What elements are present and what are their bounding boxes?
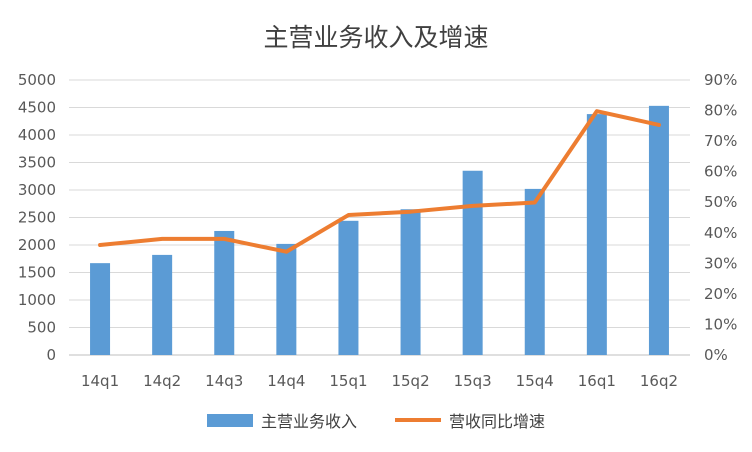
left-tick-label: 0 (46, 346, 56, 364)
left-tick-label: 2500 (18, 209, 56, 227)
bar (648, 105, 669, 355)
right-tick-label: 70% (704, 132, 737, 150)
left-tick-label: 500 (27, 319, 56, 337)
bar (338, 220, 359, 355)
left-tick-label: 5000 (18, 71, 56, 89)
left-tick-label: 3500 (18, 154, 56, 172)
x-tick-label: 14q3 (205, 372, 243, 390)
bar (152, 254, 173, 355)
legend-item-growth: 营收同比增速 (395, 408, 545, 432)
right-tick-label: 90% (704, 71, 737, 89)
bar (214, 230, 235, 355)
left-tick-label: 2000 (18, 236, 56, 254)
x-tick-label: 14q1 (81, 372, 119, 390)
left-tick-label: 3000 (18, 181, 56, 199)
left-tick-label: 4000 (18, 126, 56, 144)
bar (462, 170, 483, 355)
bar (586, 114, 607, 355)
right-tick-label: 10% (704, 315, 737, 333)
right-tick-label: 40% (704, 224, 737, 242)
x-tick-label: 15q1 (329, 372, 367, 390)
bar (276, 243, 297, 355)
legend-swatch-line (395, 418, 441, 422)
bar (400, 209, 421, 355)
x-tick-label: 15q2 (391, 372, 429, 390)
x-tick-label: 14q4 (267, 372, 305, 390)
x-tick-label: 15q4 (516, 372, 554, 390)
legend-swatch-bar (206, 413, 253, 427)
left-tick-label: 4500 (18, 99, 56, 117)
legend: 主营业务收入 营收同比增速 (0, 408, 752, 432)
chart-title: 主营业务收入及增速 (263, 23, 489, 52)
x-tick-label: 16q2 (640, 372, 678, 390)
growth-line (98, 109, 661, 254)
left-tick-label: 1500 (18, 264, 56, 282)
x-tick-label: 15q3 (454, 372, 492, 390)
right-tick-label: 80% (704, 102, 737, 120)
right-tick-label: 50% (704, 193, 737, 211)
bar (524, 188, 545, 355)
bar (90, 263, 111, 355)
x-tick-label: 16q1 (578, 372, 616, 390)
legend-label: 主营业务收入 (260, 412, 357, 431)
x-tick-label: 14q2 (143, 372, 181, 390)
right-tick-label: 20% (704, 285, 737, 303)
legend-item-revenue: 主营业务收入 (206, 408, 357, 432)
legend-label: 营收同比增速 (449, 412, 546, 431)
left-tick-label: 1000 (18, 291, 56, 309)
right-tick-label: 0% (704, 346, 728, 364)
right-tick-label: 60% (704, 163, 737, 181)
right-tick-label: 30% (704, 254, 737, 272)
